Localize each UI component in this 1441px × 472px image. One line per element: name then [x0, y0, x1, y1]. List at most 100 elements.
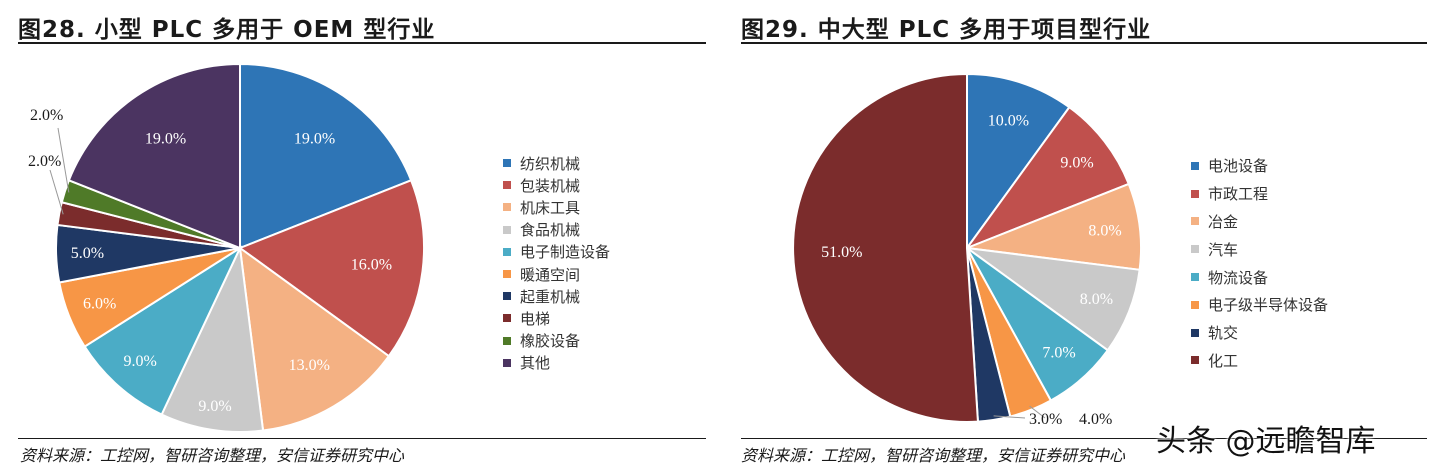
- legend: 电池设备市政工程冶金汽车物流设备电子级半导体设备 轨交化工: [1191, 152, 1328, 374]
- slice-value-label: 9.0%: [198, 398, 231, 415]
- legend-label: 电池设备: [1208, 157, 1269, 176]
- legend-item: 市政工程: [1191, 180, 1328, 208]
- legend-label: 电梯: [520, 309, 551, 328]
- legend-label: 电子级半导体设备: [1208, 296, 1329, 315]
- slice-value-label: 8.0%: [1088, 223, 1121, 240]
- legend-item: 机床工具: [503, 196, 610, 218]
- pie-slice-5: [83, 245, 243, 416]
- legend-item: 电子级半导体设备: [1191, 291, 1328, 319]
- legend-item: 起重机械: [503, 285, 610, 307]
- legend-swatch: [503, 314, 511, 323]
- leader-line: [49, 169, 64, 215]
- slice-value-label: 3.0%: [1029, 411, 1062, 428]
- slice-value-label: 19.0%: [294, 130, 335, 147]
- legend-swatch: [1191, 356, 1199, 365]
- legend-label: 市政工程: [1208, 185, 1269, 204]
- legend-swatch: [1191, 217, 1199, 226]
- slice-value-label: 8.0%: [1080, 291, 1113, 308]
- legend-swatch: [503, 292, 511, 301]
- pie-slice-8: [792, 72, 979, 423]
- legend-item: 暖通空间: [503, 263, 610, 285]
- pie-slice-2: [237, 178, 425, 358]
- legend-item: 轨交: [1191, 319, 1328, 347]
- slice-value-label: 2.0%: [30, 107, 63, 124]
- legend-item: 包装机械: [503, 174, 610, 196]
- pie-slice-2: [964, 105, 1131, 251]
- legend-item: 电子制造设备: [503, 241, 610, 263]
- legend-label: 起重机械: [520, 287, 581, 306]
- legend-item: 汽车: [1191, 235, 1328, 263]
- legend-item: 物流设备: [1191, 263, 1328, 291]
- slice-value-label: 16.0%: [351, 257, 392, 274]
- legend-label: 食品机械: [520, 221, 581, 240]
- legend-label: 物流设备: [1208, 268, 1269, 287]
- legend-label: 化工: [1208, 351, 1239, 370]
- source-note: 资料来源：工控网，智研咨询整理，安信证券研究中心: [20, 446, 405, 465]
- legend-swatch: [503, 358, 511, 367]
- pie-chart-small-plc: 19.0% 16.0% 13.0% 9.0% 9.0% 6.0% 5.0% 2.0% 2.0% 1…: [28, 62, 425, 433]
- legend-swatch: [1191, 161, 1199, 170]
- legend-swatch: [503, 159, 511, 168]
- legend-item: 纺织机械: [503, 152, 610, 174]
- legend-swatch: [1191, 245, 1199, 254]
- legend-swatch: [1191, 189, 1199, 198]
- slice-value-label: 2.0%: [28, 153, 61, 170]
- legend-swatch: [503, 225, 511, 234]
- legend-label: 冶金: [1208, 212, 1239, 231]
- legend-label: 暖通空间: [520, 265, 581, 284]
- legend-swatch: [1191, 273, 1199, 282]
- pie-slice-1: [966, 72, 1071, 252]
- legend-label: 电子制造设备: [520, 243, 611, 262]
- legend-label: 其他: [520, 354, 551, 373]
- legend-item: 化工: [1191, 347, 1328, 375]
- legend-swatch: [1191, 300, 1199, 309]
- legend-label: 纺织机械: [520, 154, 581, 173]
- legend-label: 轨交: [1208, 324, 1239, 343]
- legend: 纺织机械包装机械机床工具食品机械电子制造设备 暖通空间起重机械电梯橡胶设备其他: [503, 152, 610, 374]
- slice-value-label: 19.0%: [145, 130, 186, 147]
- source-rule: [18, 438, 706, 439]
- legend-label: 包装机械: [520, 176, 581, 195]
- leader-line: [57, 127, 70, 193]
- source-rule: [741, 438, 1427, 439]
- slice-value-label: 13.0%: [289, 357, 330, 374]
- leader-line: [993, 415, 1026, 419]
- legend-swatch: [503, 181, 511, 190]
- title-rule: [741, 42, 1427, 44]
- legend-label: 汽车: [1208, 240, 1239, 259]
- slice-value-label: 7.0%: [1042, 344, 1075, 361]
- slice-value-label: 4.0%: [1079, 411, 1112, 428]
- legend-item: 橡胶设备: [503, 330, 610, 352]
- watermark: 头条 @远瞻智库: [1156, 424, 1376, 459]
- pie-slice-4: [160, 244, 265, 433]
- source-note: 资料来源：工控网，智研咨询整理，安信证券研究中心: [741, 446, 1126, 465]
- chart-panel-right: 图29. 中大型 PLC 多用于项目型行业 10.0% 9.0% 8.0% 8.0% 7…: [727, 0, 1441, 472]
- leader-line: [1029, 405, 1046, 419]
- legend-label: 机床工具: [520, 198, 581, 217]
- legend-swatch: [503, 336, 511, 345]
- slice-value-label: 5.0%: [71, 245, 104, 262]
- legend-item: 其他: [503, 352, 610, 374]
- chart-title: 图29. 中大型 PLC 多用于项目型行业: [741, 17, 1152, 43]
- legend-item: 电池设备: [1191, 152, 1328, 180]
- slice-value-label: 51.0%: [821, 244, 862, 261]
- legend-item: 冶金: [1191, 208, 1328, 236]
- legend-swatch: [503, 247, 511, 256]
- legend-item: 电梯: [503, 307, 610, 329]
- legend-swatch: [1191, 328, 1199, 337]
- pie-slice-3: [238, 245, 391, 432]
- slice-value-label: 6.0%: [83, 296, 116, 313]
- pie-chart-large-plc: 10.0% 9.0% 8.0% 8.0% 7.0% 4.0% 3.0% 51.0%: [792, 72, 1143, 428]
- legend-swatch: [503, 270, 511, 279]
- legend-label: 橡胶设备: [520, 332, 581, 351]
- slice-value-label: 10.0%: [988, 113, 1029, 130]
- legend-swatch: [503, 203, 511, 212]
- chart-title: 图28. 小型 PLC 多用于 OEM 型行业: [18, 17, 436, 43]
- slice-value-label: 9.0%: [1060, 155, 1093, 172]
- pie-slice-10: [67, 62, 241, 250]
- chart-panel-left: 图28. 小型 PLC 多用于 OEM 型行业 19.0% 16.0% 13.0% 9…: [0, 0, 712, 472]
- slice-value-label: 9.0%: [124, 353, 157, 370]
- title-rule: [18, 42, 706, 44]
- legend-item: 食品机械: [503, 219, 610, 241]
- pie-slice-1: [239, 62, 413, 250]
